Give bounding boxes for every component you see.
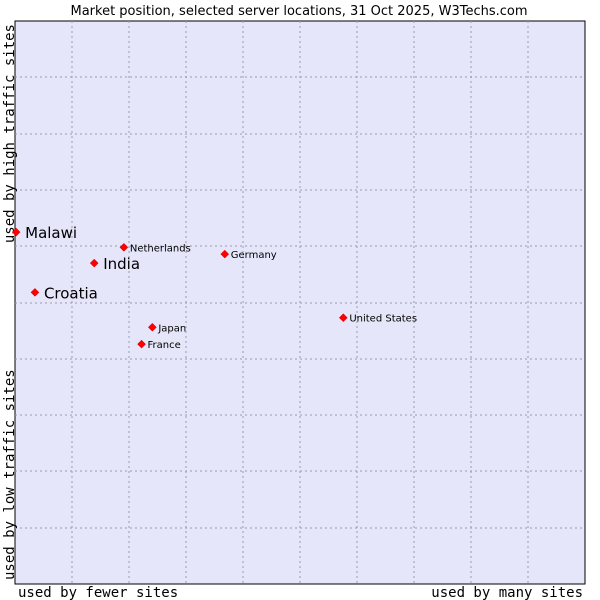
point-marker-netherlands bbox=[119, 242, 129, 252]
data-point-germany: Germany bbox=[220, 249, 277, 261]
data-point-malawi: Malawi bbox=[11, 224, 77, 242]
point-marker-malawi bbox=[11, 227, 21, 237]
point-label-japan: Japan bbox=[157, 323, 186, 334]
x-axis-label-right: used by many sites bbox=[431, 585, 583, 600]
y-axis-label-bottom: used by low traffic sites bbox=[2, 369, 18, 580]
point-marker-france bbox=[137, 339, 146, 349]
point-label-croatia: Croatia bbox=[44, 284, 98, 302]
data-point-netherlands: Netherlands bbox=[119, 242, 191, 254]
point-marker-united-states bbox=[338, 313, 348, 323]
data-point-india: India bbox=[89, 255, 140, 273]
point-label-netherlands: Netherlands bbox=[130, 243, 191, 254]
point-label-germany: Germany bbox=[231, 250, 277, 261]
point-label-united-states: United States bbox=[349, 314, 417, 325]
point-marker-croatia bbox=[30, 288, 40, 297]
point-label-malawi: Malawi bbox=[25, 224, 77, 242]
point-marker-japan bbox=[148, 322, 157, 332]
point-marker-germany bbox=[220, 249, 230, 259]
data-point-croatia: Croatia bbox=[30, 284, 98, 302]
data-point-japan: Japan bbox=[148, 322, 186, 334]
data-point-united-states: United States bbox=[338, 313, 417, 325]
point-label-france: France bbox=[148, 340, 181, 351]
chart-title: Market position, selected server locatio… bbox=[70, 4, 527, 19]
data-point-france: France bbox=[137, 339, 181, 351]
y-axis-label-top: used by high traffic sites bbox=[2, 24, 18, 243]
grid-lines bbox=[15, 21, 585, 584]
point-marker-india bbox=[89, 258, 99, 268]
x-axis-label-left: used by fewer sites bbox=[18, 585, 178, 600]
point-label-india: India bbox=[103, 255, 140, 273]
